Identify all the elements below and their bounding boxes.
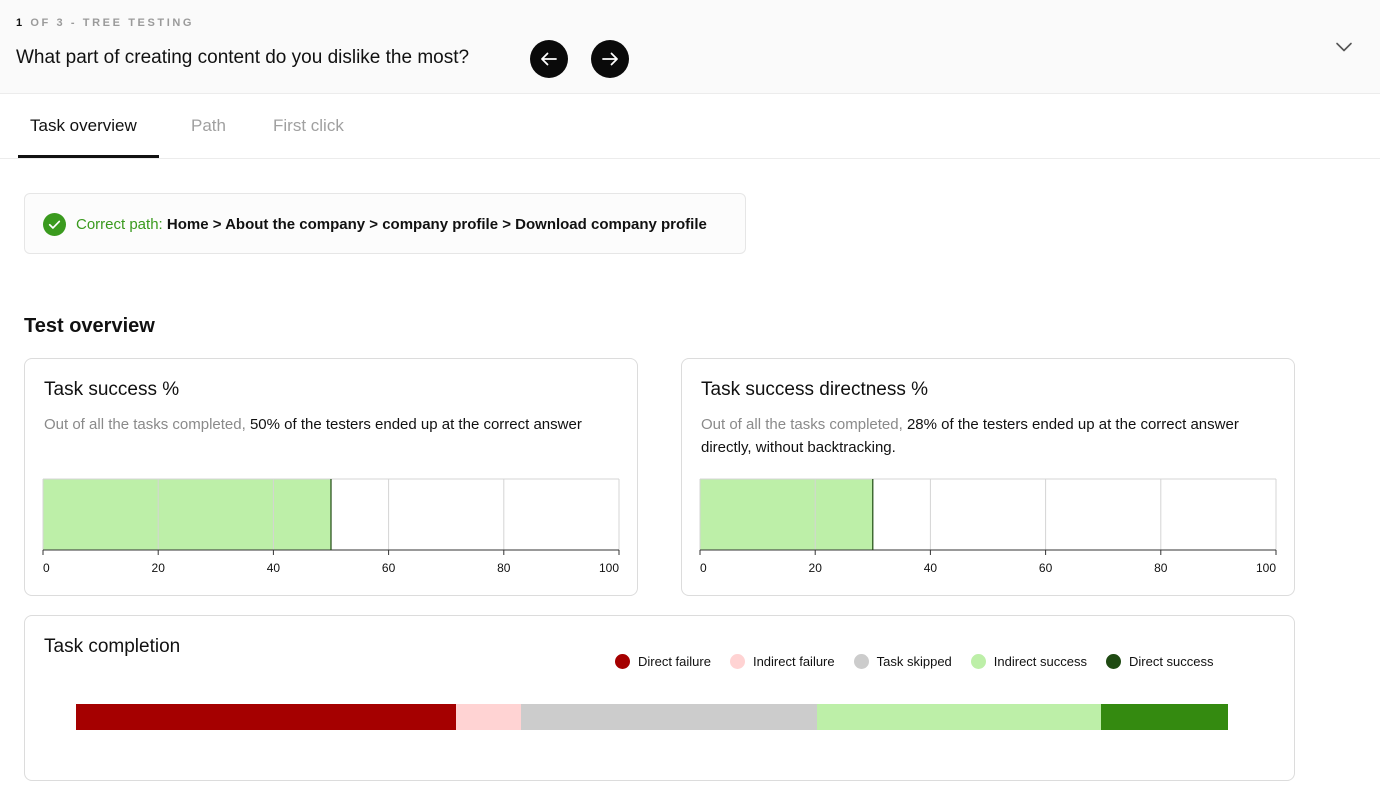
task-success-title: Task success % (44, 379, 180, 400)
task-success-description: Out of all the tasks completed, 50% of t… (44, 413, 614, 436)
results-tabs: Task overview Path First click (0, 94, 1380, 159)
active-tab-indicator (18, 155, 159, 158)
tick-label: 60 (1039, 561, 1053, 575)
task-success-card: Task success % Out of all the tasks comp… (24, 358, 638, 596)
correct-path-card: Correct path: Home > About the company >… (24, 193, 746, 254)
task-completion-card: Task completion Direct failure Indirect f… (24, 615, 1295, 781)
step-label: OF 3 - TREE TESTING (24, 17, 195, 29)
correct-path-value: Home > About the company > company profi… (166, 216, 707, 233)
tick-label: 80 (497, 561, 511, 575)
legend-label: Direct success (1128, 654, 1214, 669)
legend-item: Task skipped (853, 654, 952, 669)
task-directness-title: Task success directness % (701, 379, 929, 400)
legend-swatch (615, 654, 630, 669)
task-completion-legend: Direct failure Indirect failure Task skipp… (615, 654, 1214, 669)
legend-item: Indirect success (970, 654, 1087, 669)
task-directness-desc-prefix: Out of all the tasks completed, (701, 416, 903, 433)
arrow-left-icon (541, 52, 557, 66)
legend-item: Indirect failure (729, 654, 835, 669)
tab-task-overview[interactable]: Task overview (30, 116, 137, 135)
task-completion-title: Task completion (44, 636, 181, 657)
test-overview-title: Test overview (24, 315, 155, 337)
success-bar (43, 479, 331, 550)
tick-label: 0 (43, 561, 50, 575)
tick-label: 80 (1154, 561, 1168, 575)
legend-label: Task skipped (876, 654, 952, 669)
tab-path[interactable]: Path (191, 116, 226, 135)
next-question-button[interactable] (591, 40, 629, 78)
success-bar (700, 479, 873, 550)
arrow-right-icon (602, 52, 618, 66)
task-success-chart: 0 20 40 60 80 100 (42, 478, 620, 575)
legend-label: Indirect success (993, 654, 1087, 669)
completion-segment (456, 704, 521, 730)
question-title: What part of creating content do you dis… (16, 47, 470, 68)
legend-swatch (970, 654, 986, 669)
correct-path-text: Correct path: Home > About the company >… (76, 216, 707, 233)
task-directness-description: Out of all the tasks completed, 28% of t… (701, 413, 1271, 459)
task-directness-chart: 0 20 40 60 80 100 (699, 478, 1277, 575)
task-directness-desc-emphasis: 28% of the testers ended up at the corre… (701, 416, 1239, 456)
question-header: 1 OF 3 - TREE TESTING What part of creat… (0, 0, 1380, 94)
tick-label: 40 (924, 561, 938, 575)
chevron-down-icon[interactable] (1334, 37, 1354, 57)
completion-segment (1101, 704, 1228, 730)
step-number: 1 (16, 17, 25, 29)
tab-first-click[interactable]: First click (273, 116, 344, 135)
completion-segment (76, 704, 457, 730)
tick-label: 100 (599, 561, 619, 575)
tick-label: 20 (809, 561, 823, 575)
tick-label: 100 (1256, 561, 1276, 575)
completion-segment (816, 704, 1102, 730)
task-success-desc-prefix: Out of all the tasks completed, (44, 416, 246, 433)
legend-item: Direct failure (615, 654, 711, 669)
tick-label: 60 (382, 561, 396, 575)
legend-label: Indirect failure (752, 654, 835, 669)
legend-item: Direct success (1105, 654, 1214, 669)
check-circle-icon (43, 213, 66, 236)
step-indicator: 1 OF 3 - TREE TESTING (16, 17, 194, 29)
task-completion-stacked-bar (76, 704, 1228, 730)
legend-swatch (853, 654, 869, 669)
tick-label: 40 (267, 561, 281, 575)
tick-label: 20 (152, 561, 166, 575)
previous-question-button[interactable] (530, 40, 568, 78)
legend-swatch (1105, 654, 1121, 669)
tick-label: 0 (700, 561, 707, 575)
completion-segment (520, 704, 817, 730)
task-directness-card: Task success directness % Out of all the… (681, 358, 1295, 596)
legend-swatch (729, 654, 745, 669)
legend-label: Direct failure (638, 654, 711, 669)
correct-path-label: Correct path: (76, 216, 163, 233)
task-success-desc-emphasis: 50% of the testers ended up at the corre… (249, 416, 582, 433)
